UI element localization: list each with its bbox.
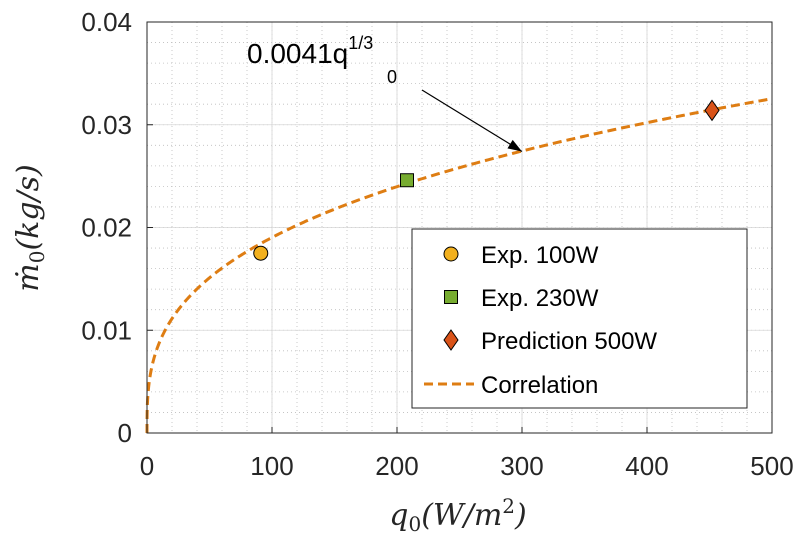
data-point-square — [400, 173, 414, 188]
y-tick-label: 0 — [118, 418, 132, 448]
legend-label: Exp. 100W — [481, 242, 599, 269]
annotation-superscript: 1/3 — [348, 33, 373, 53]
legend: Exp. 100W Exp. 230W Prediction 500W Correla… — [411, 228, 748, 409]
y-tick-label: 0.01 — [81, 315, 132, 345]
x-label-q: q — [389, 498, 408, 533]
legend-label: Exp. 230W — [481, 285, 599, 312]
legend-marker-circle — [443, 246, 459, 262]
x-tick-label: 100 — [250, 451, 293, 481]
data-point-diamond — [704, 99, 720, 122]
data-points — [253, 99, 720, 261]
annotation-arrow-line — [421, 89, 523, 152]
y-tick-label: 0.02 — [81, 213, 132, 243]
legend-marker-diamond — [443, 329, 459, 351]
annotation-base: 0.0041q — [247, 38, 348, 69]
x-tick-label: 400 — [625, 451, 668, 481]
x-tick-label: 200 — [375, 451, 418, 481]
y-label-m: ṁ — [11, 263, 46, 291]
y-label-sub: 0 — [25, 251, 49, 264]
x-label-sub: 0 — [408, 512, 421, 533]
y-label-unit: (kg/s) — [11, 164, 46, 250]
annotation-label: 0.0041q1/3 0 — [247, 33, 397, 87]
x-label-unit: (W/m — [421, 498, 502, 533]
x-tick-label: 0 — [140, 451, 154, 481]
annotation-arrowhead — [507, 139, 522, 152]
y-tick-label: 0.03 — [81, 110, 132, 140]
legend-label: Prediction 500W — [481, 328, 657, 355]
plot-frame — [146, 21, 773, 434]
x-tick-label: 500 — [750, 451, 793, 481]
y-axis-label: ṁ0(kg/s) — [11, 164, 49, 291]
x-tick-labels: 0 100 200 300 400 500 — [140, 451, 794, 481]
correlation-layer — [145, 97, 773, 433]
x-label-close: ) — [514, 498, 527, 533]
x-axis-label: q0(W/m2) — [389, 494, 527, 533]
legend-marker-square — [444, 290, 458, 304]
y-tick-label: 0.04 — [81, 7, 132, 37]
legend-box — [411, 228, 748, 409]
legend-label: Correlation — [481, 372, 598, 399]
annotation-subscript: 0 — [387, 67, 397, 87]
annotation: 0.0041q1/3 0 — [247, 33, 523, 152]
y-tick-labels: 0 0.01 0.02 0.03 0.04 — [81, 7, 132, 448]
data-point-circle — [253, 245, 269, 261]
x-tick-label: 300 — [500, 451, 543, 481]
correlation-line — [145, 97, 773, 433]
x-label-sup: 2 — [502, 494, 515, 518]
